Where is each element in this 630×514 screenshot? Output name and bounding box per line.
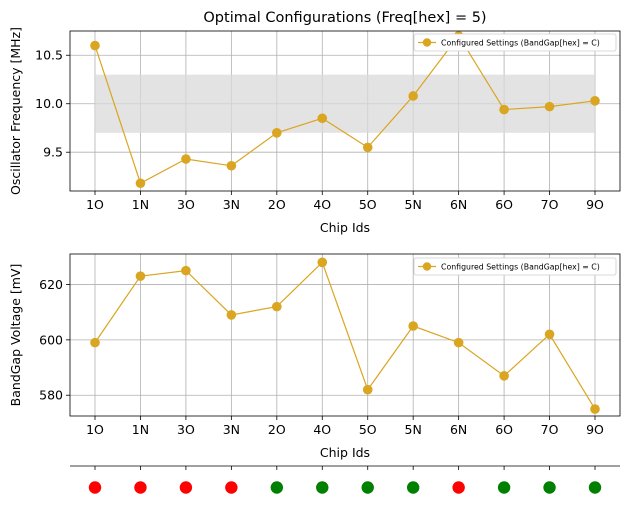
plot-area-frame (69, 30, 621, 192)
status-dot-fail (225, 481, 238, 494)
status-dot-fail (88, 481, 102, 494)
data-point (181, 154, 191, 164)
x-tick-label: 4O (313, 197, 331, 212)
x-axis-label: Chip Ids (320, 220, 370, 235)
data-point (226, 310, 237, 320)
legend: Configured Settings (BandGap[hex] = C) (413, 33, 617, 52)
status-dot-pass (588, 481, 602, 494)
x-tick-label: 6N (450, 422, 467, 437)
frequency-chart: Optimal Configurations (Freq[hex] = 5) 1… (8, 10, 621, 235)
tolerance-band (95, 74, 595, 133)
status-dot-fail (134, 481, 147, 494)
data-point (135, 271, 146, 281)
data-point (590, 404, 600, 414)
x-tick-label: 7O (541, 197, 559, 212)
data-point (544, 329, 555, 340)
x-axis-label: Chip Ids (320, 445, 370, 460)
y-axis-label: BandGap Voltage [mV] (8, 264, 23, 407)
x-tick-label: 7O (541, 422, 559, 437)
plot-area-frame (69, 253, 621, 417)
data-point (272, 128, 282, 138)
chart-title: Optimal Configurations (Freq[hex] = 5) (203, 10, 486, 26)
y-tick-label: 620 (39, 277, 63, 292)
x-tick-label: 1O (86, 197, 104, 212)
data-point (181, 265, 191, 276)
status-dot-pass (497, 481, 511, 494)
x-tick-label: 5O (359, 197, 377, 212)
x-tick-label: 5N (405, 197, 422, 212)
data-point (317, 257, 328, 268)
legend-marker-icon (422, 262, 432, 271)
data-point (590, 96, 600, 106)
data-point (453, 337, 464, 348)
x-tick-label: 1O (86, 422, 104, 437)
data-point (499, 371, 509, 381)
status-dot-pass (316, 481, 329, 494)
x-tick-label: 2O (268, 197, 286, 212)
x-tick-label: 3N (223, 197, 240, 212)
status-dot-fail (179, 481, 193, 494)
y-tick-label: 600 (39, 332, 63, 347)
legend-marker-icon (422, 38, 432, 47)
y-tick-label: 10.5 (35, 48, 63, 63)
legend: Configured Settings (BandGap[hex] = C) (413, 257, 617, 276)
data-point (408, 91, 418, 101)
x-tick-label: 6O (495, 422, 513, 437)
x-tick-label: 1N (132, 422, 149, 437)
status-strip (70, 465, 620, 494)
x-tick-label: 5N (405, 422, 422, 437)
data-point (362, 384, 373, 395)
data-point (362, 142, 373, 153)
status-dot-pass (543, 481, 556, 494)
x-tick-label: 4O (313, 422, 331, 437)
y-tick-label: 9.5 (43, 145, 63, 160)
x-tick-label: 6N (450, 197, 467, 212)
x-tick-label: 2O (268, 422, 286, 437)
bandgap-chart: 1O 1N 3O 3N 2O 4O 5O 5N 6N 6O 7O 9O 580 600 620 Chip I… (8, 253, 621, 460)
data-point (90, 337, 100, 348)
x-tick-label: 3O (177, 197, 195, 212)
x-tick-label: 5O (359, 422, 377, 437)
legend-label: Configured Settings (BandGap[hex] = C) (441, 262, 600, 271)
status-dot-fail (452, 481, 465, 494)
y-axis-label: Oscillator Frequency [MHz] (8, 27, 23, 195)
series-line (94, 34, 596, 185)
legend-label: Configured Settings (BandGap[hex] = C) (441, 38, 600, 47)
data-point (544, 101, 555, 112)
data-point (499, 104, 509, 115)
y-tick-label: 580 (39, 388, 63, 403)
status-dot-pass (406, 481, 420, 494)
data-point (408, 321, 418, 331)
x-tick-label: 3O (177, 422, 195, 437)
status-dot-pass (270, 481, 284, 494)
data-point (90, 40, 100, 51)
x-tick-label: 9O (586, 422, 604, 437)
data-point (272, 301, 282, 312)
data-point (317, 113, 328, 124)
status-dot-pass (361, 481, 374, 494)
series-line (94, 261, 596, 410)
x-tick-label: 9O (586, 197, 604, 212)
data-point (135, 178, 146, 189)
x-tick-label: 3N (223, 422, 240, 437)
data-point (226, 160, 237, 171)
y-tick-label: 10.0 (35, 96, 63, 111)
x-tick-label: 1N (132, 197, 149, 212)
x-tick-label: 6O (495, 197, 513, 212)
